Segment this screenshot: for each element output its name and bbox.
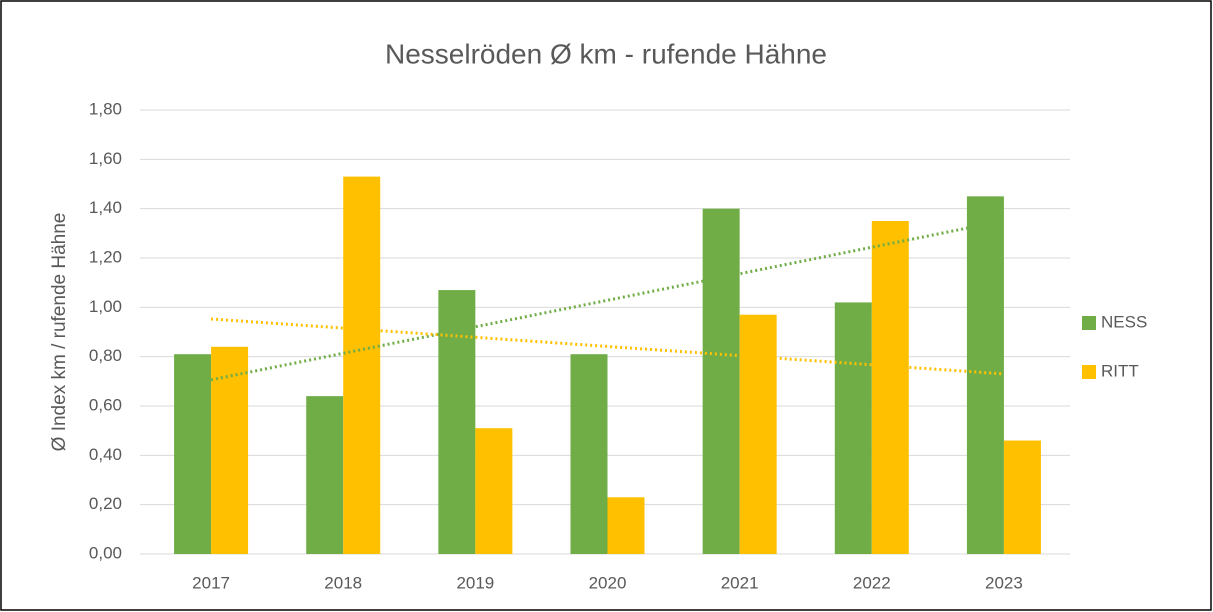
- legend-label: RITT: [1101, 361, 1139, 380]
- x-tick-label: 2019: [456, 573, 494, 592]
- bar: [475, 428, 513, 554]
- x-tick-label: 2023: [985, 573, 1023, 592]
- bar: [966, 196, 1004, 555]
- y-tick-label: 0,00: [89, 543, 122, 562]
- chart-title: Nesselröden Ø km - rufende Hähne: [385, 38, 827, 69]
- bar: [211, 346, 249, 554]
- bar: [438, 290, 476, 554]
- x-tick-label: 2020: [589, 573, 627, 592]
- legend-swatch: [1082, 316, 1096, 330]
- y-tick-label: 0,60: [89, 395, 122, 414]
- y-tick-label: 1,00: [89, 297, 122, 316]
- bar: [702, 208, 740, 554]
- x-tick-label: 2017: [192, 573, 230, 592]
- y-tick-label: 1,80: [89, 99, 122, 118]
- bar: [834, 302, 872, 554]
- legend-label: NESS: [1101, 312, 1147, 331]
- y-tick-label: 0,40: [89, 445, 122, 464]
- y-axis-label: Ø Index km / rufende Hähne: [49, 213, 70, 452]
- x-tick-label: 2022: [853, 573, 891, 592]
- y-tick-label: 1,40: [89, 198, 122, 217]
- bar: [570, 354, 608, 554]
- y-tick-label: 1,60: [89, 149, 122, 168]
- y-tick-label: 1,20: [89, 247, 122, 266]
- bar: [1003, 440, 1041, 554]
- bar: [174, 354, 212, 554]
- bar: [739, 314, 777, 554]
- bar: [607, 497, 645, 554]
- bar: [871, 221, 909, 554]
- y-tick-label: 0,20: [89, 494, 122, 513]
- y-tick-label: 0,80: [89, 346, 122, 365]
- x-tick-label: 2021: [721, 573, 759, 592]
- bar: [343, 176, 381, 554]
- bar: [306, 396, 344, 554]
- x-tick-label: 2018: [324, 573, 362, 592]
- legend-swatch: [1082, 365, 1096, 379]
